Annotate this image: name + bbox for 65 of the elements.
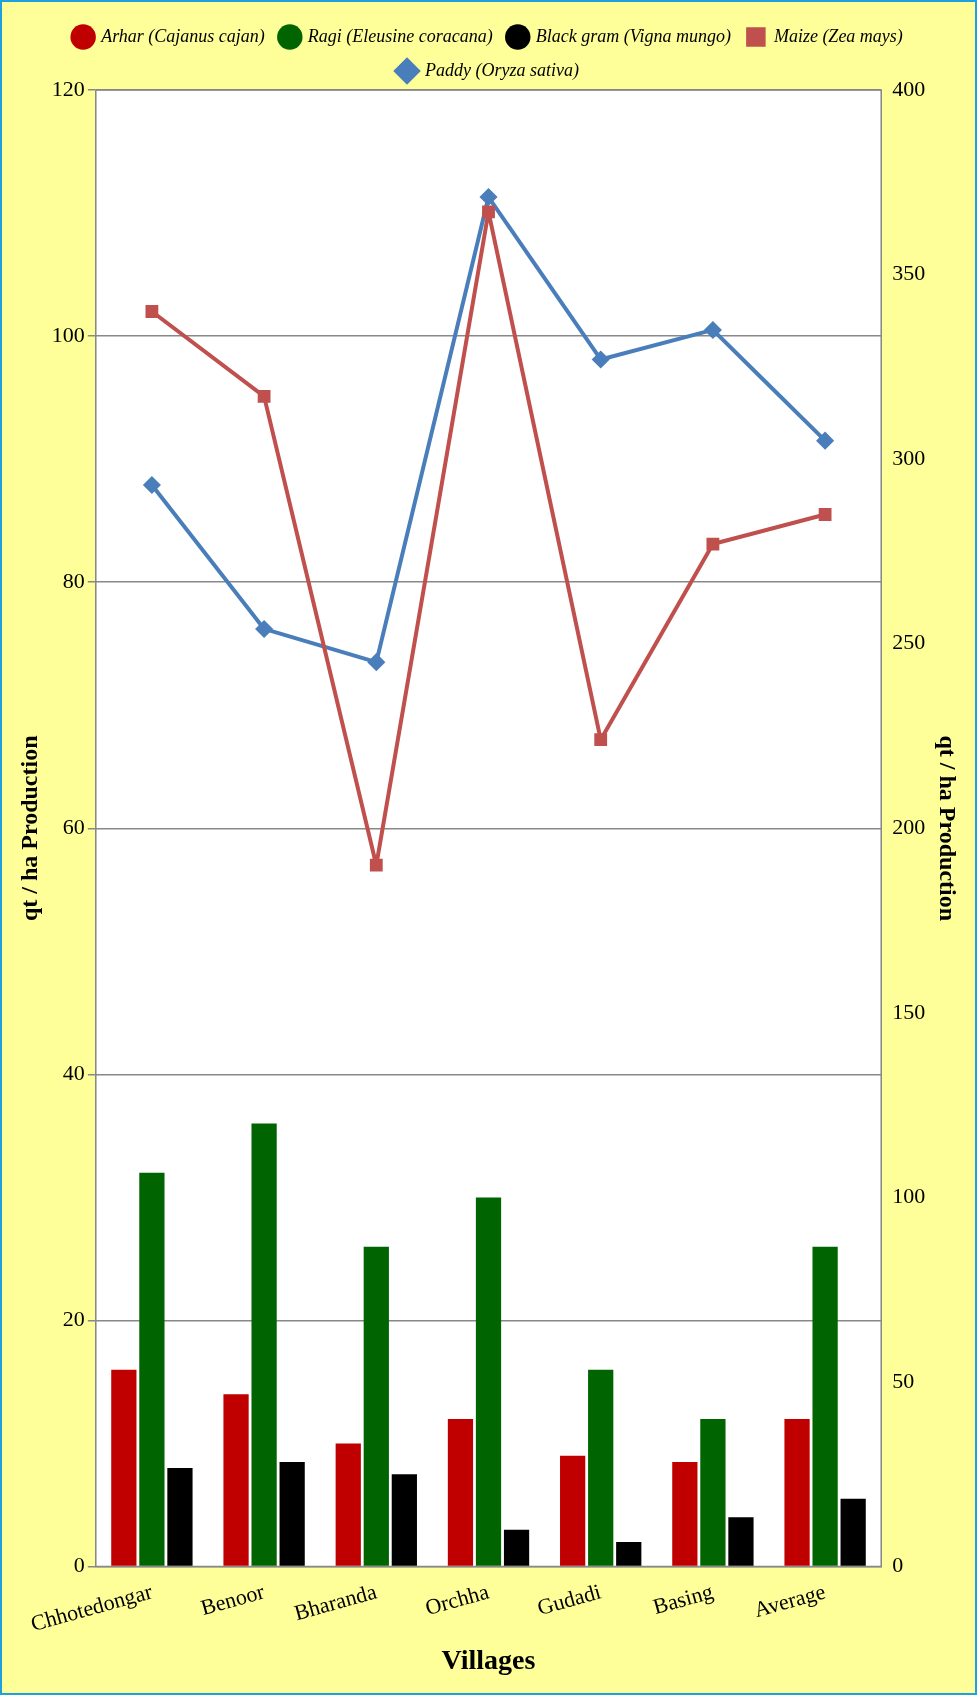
bar xyxy=(391,1474,417,1566)
legend-label: Paddy (Oryza sativa) xyxy=(424,59,579,81)
point xyxy=(369,858,383,872)
y2-tick-label: 400 xyxy=(892,75,926,101)
point xyxy=(257,389,271,403)
point xyxy=(479,188,498,206)
bar xyxy=(167,1468,193,1566)
legend-label: Arhar (Cajanus cajan) xyxy=(100,25,265,47)
y-tick-label: 0 xyxy=(73,1552,85,1578)
bar xyxy=(251,1123,277,1566)
y2-tick-label: 0 xyxy=(892,1552,904,1578)
legend-label: Maize (Zea mays) xyxy=(772,25,903,47)
point xyxy=(816,431,834,450)
x-tick-label: Average xyxy=(751,1578,828,1623)
bar xyxy=(672,1461,698,1566)
y2-tick-label: 350 xyxy=(892,260,926,286)
y-tick-label: 100 xyxy=(51,321,85,347)
x-tick-label: Bharanda xyxy=(291,1578,380,1626)
y2-tick-label: 100 xyxy=(892,1183,926,1209)
bar xyxy=(812,1246,838,1566)
bar xyxy=(363,1246,389,1566)
y2-axis-title: qt / ha Production xyxy=(935,735,962,922)
point xyxy=(145,305,159,318)
y-tick-label: 120 xyxy=(51,75,85,101)
x-tick-label: Orchha xyxy=(422,1578,492,1621)
bar xyxy=(447,1418,474,1566)
y2-tick-label: 250 xyxy=(892,629,926,655)
bar xyxy=(335,1443,361,1566)
point xyxy=(591,350,610,369)
point xyxy=(367,653,386,671)
bar xyxy=(475,1197,502,1566)
bar xyxy=(503,1529,530,1566)
bar xyxy=(616,1541,642,1566)
bar xyxy=(728,1517,754,1566)
bar xyxy=(560,1455,586,1566)
y-tick-label: 60 xyxy=(62,814,85,840)
x-axis-title: Villages xyxy=(441,1644,536,1676)
bar xyxy=(139,1172,165,1566)
bar xyxy=(700,1418,726,1566)
y-tick-label: 40 xyxy=(62,1060,85,1086)
x-tick-label: Benoor xyxy=(197,1578,268,1621)
bar xyxy=(223,1394,249,1566)
bar xyxy=(279,1461,305,1566)
point xyxy=(143,476,161,494)
x-tick-label: Gudadi xyxy=(534,1578,604,1621)
y2-tick-label: 300 xyxy=(892,444,926,470)
legend-label: Black gram (Vigna mungo) xyxy=(535,25,731,47)
bar xyxy=(111,1369,137,1566)
point xyxy=(255,620,273,638)
point xyxy=(818,508,832,521)
y-axis-title: qt / ha Production xyxy=(15,735,42,922)
y-tick-label: 80 xyxy=(62,567,85,593)
x-tick-label: Basing xyxy=(650,1578,716,1620)
point xyxy=(706,537,720,551)
bar xyxy=(840,1498,866,1566)
point xyxy=(482,205,495,219)
bar xyxy=(588,1369,614,1566)
bar xyxy=(784,1418,810,1566)
y2-tick-label: 50 xyxy=(892,1367,915,1393)
legend-label: Ragi (Eleusine coracana) xyxy=(306,25,493,47)
y2-tick-label: 150 xyxy=(892,998,926,1024)
point xyxy=(594,733,608,747)
y-tick-label: 20 xyxy=(62,1306,85,1332)
y2-tick-label: 200 xyxy=(892,814,926,840)
point xyxy=(704,321,722,339)
